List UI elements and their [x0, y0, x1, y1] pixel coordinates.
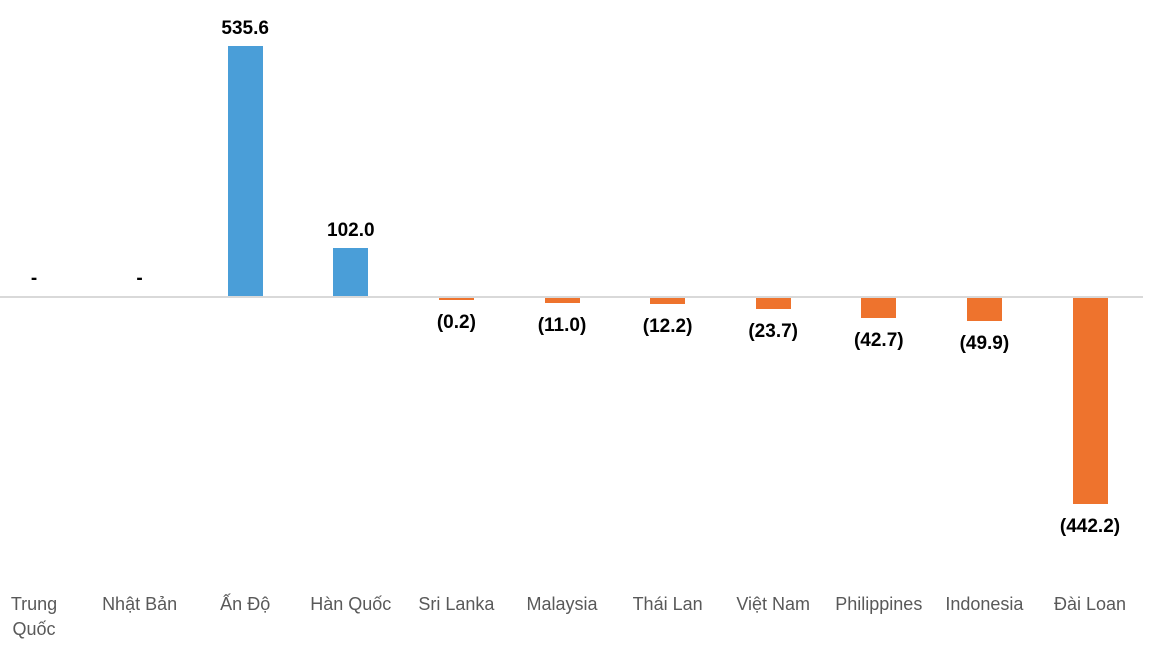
category-label: Hàn Quốc: [310, 594, 392, 614]
value-label: -: [30, 268, 38, 289]
category-label: Việt Nam: [736, 594, 811, 614]
category-label: Malaysia: [526, 594, 598, 614]
category-label: Đài Loan: [1053, 594, 1127, 614]
category-label: Trung Quốc: [10, 594, 58, 639]
bar: [1072, 298, 1108, 505]
value-label: -: [136, 268, 143, 289]
category-label: Philippines: [835, 594, 923, 614]
value-label: (442.2): [1059, 516, 1121, 538]
value-label: (12.2): [642, 315, 693, 337]
value-label: (23.7): [748, 321, 798, 343]
bar: [755, 298, 791, 310]
bar: [227, 45, 263, 296]
value-label: 535.6: [221, 17, 269, 39]
value-label: (49.9): [959, 333, 1010, 355]
value-label: 102.0: [327, 220, 375, 242]
category-label: Thái Lan: [632, 594, 703, 614]
category-label: Nhật Bản: [102, 594, 178, 614]
value-label: (11.0): [537, 315, 587, 337]
value-label: (0.2): [436, 311, 476, 333]
bar: [861, 298, 897, 318]
x-axis-line: [0, 296, 1143, 298]
category-label: Sri Lanka: [418, 594, 495, 614]
value-label: (42.7): [853, 329, 904, 351]
bar: [650, 298, 686, 304]
bar: [544, 298, 580, 304]
bar: [438, 298, 474, 300]
bar: [333, 248, 369, 296]
category-label: Indonesia: [945, 594, 1024, 614]
bar: [966, 298, 1002, 322]
category-label: Ấn Độ: [220, 594, 271, 614]
